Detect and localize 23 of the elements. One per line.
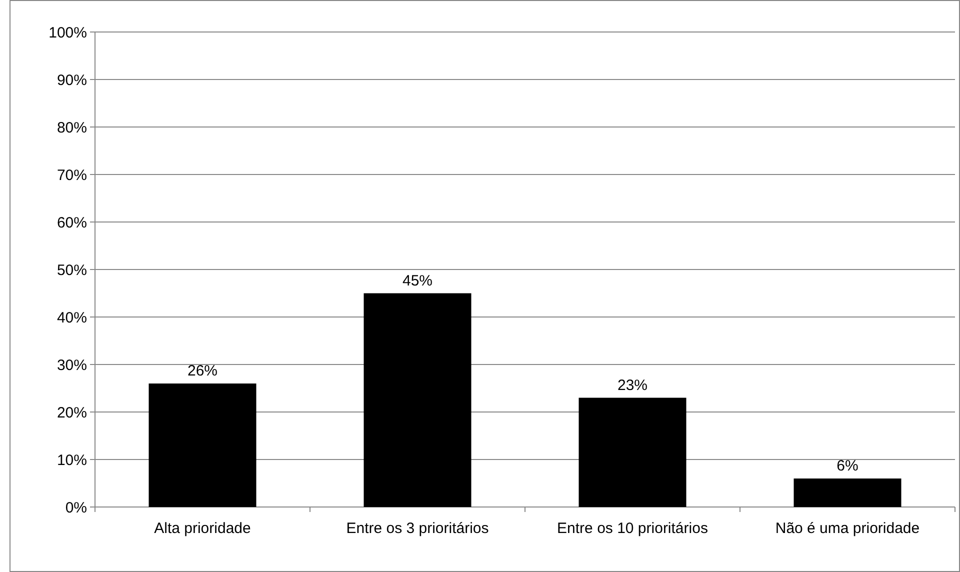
x-tick-label: Alta prioridade: [154, 520, 251, 537]
bar: [794, 478, 902, 507]
bar: [578, 398, 686, 507]
y-tick-label: 60%: [56, 214, 87, 232]
y-tick-label: 10%: [56, 452, 87, 469]
y-tick-label: 70%: [56, 166, 87, 184]
bar: [364, 293, 472, 507]
y-tick-label: 40%: [56, 309, 87, 326]
data-label: 45%: [402, 272, 433, 290]
y-tick-label: 30%: [56, 356, 87, 374]
y-tick-label: 100%: [48, 24, 87, 42]
y-tick-label: 50%: [56, 262, 87, 279]
y-tick-label: 90%: [56, 72, 87, 89]
x-tick-label: Não é uma prioridade: [775, 520, 920, 537]
data-label: 6%: [836, 458, 858, 474]
bar: [148, 384, 256, 507]
data-label: 26%: [187, 362, 218, 380]
data-label: 23%: [617, 376, 648, 394]
y-tick-label: 20%: [56, 404, 87, 422]
y-tick-label: 80%: [56, 119, 87, 136]
x-tick-label: Entre os 3 prioritários: [346, 520, 489, 537]
y-tick-label: 0%: [65, 499, 87, 516]
x-tick-label: Entre os 10 prioritários: [557, 520, 708, 537]
